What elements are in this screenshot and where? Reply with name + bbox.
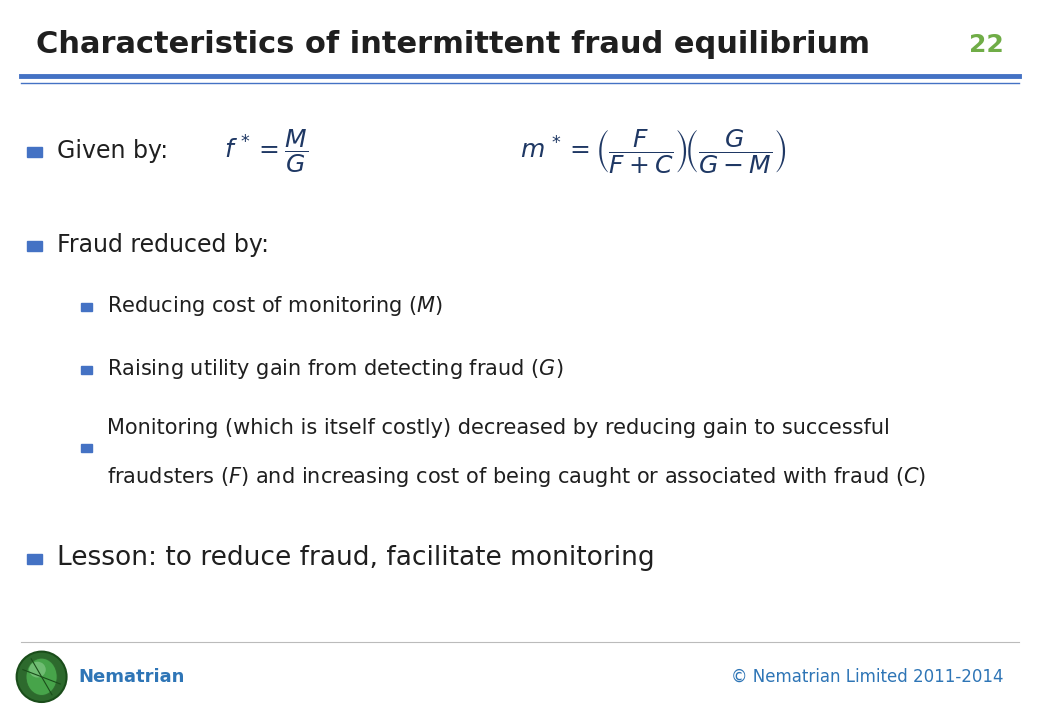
FancyBboxPatch shape: [81, 303, 92, 311]
Text: fraudsters ($F$) and increasing cost of being caught or associated with fraud ($: fraudsters ($F$) and increasing cost of …: [107, 464, 927, 489]
Text: Nematrian: Nematrian: [78, 668, 184, 685]
Text: 22: 22: [969, 32, 1004, 57]
Text: Reducing cost of monitoring ($M$): Reducing cost of monitoring ($M$): [107, 294, 443, 318]
Text: Monitoring (which is itself costly) decreased by reducing gain to successful: Monitoring (which is itself costly) decr…: [107, 418, 890, 438]
Ellipse shape: [17, 652, 67, 702]
Text: Lesson: to reduce fraud, facilitate monitoring: Lesson: to reduce fraud, facilitate moni…: [57, 545, 655, 571]
FancyBboxPatch shape: [81, 366, 92, 374]
Text: Raising utility gain from detecting fraud ($G$): Raising utility gain from detecting frau…: [107, 357, 564, 382]
FancyBboxPatch shape: [27, 147, 42, 157]
Ellipse shape: [29, 662, 46, 678]
FancyBboxPatch shape: [27, 554, 42, 564]
Text: $f^{\,*} = \dfrac{M}{G}$: $f^{\,*} = \dfrac{M}{G}$: [224, 127, 308, 175]
FancyBboxPatch shape: [81, 444, 92, 451]
Text: © Nematrian Limited 2011-2014: © Nematrian Limited 2011-2014: [731, 668, 1004, 685]
Text: Given by:: Given by:: [57, 139, 168, 163]
Text: Fraud reduced by:: Fraud reduced by:: [57, 233, 269, 257]
FancyBboxPatch shape: [27, 240, 42, 251]
Text: Characteristics of intermittent fraud equilibrium: Characteristics of intermittent fraud eq…: [36, 30, 870, 59]
Text: $m^{\,*} = \left(\dfrac{F}{F+C}\right)\!\left(\dfrac{G}{G-M}\right)$: $m^{\,*} = \left(\dfrac{F}{F+C}\right)\!…: [520, 127, 786, 175]
Ellipse shape: [26, 658, 57, 696]
